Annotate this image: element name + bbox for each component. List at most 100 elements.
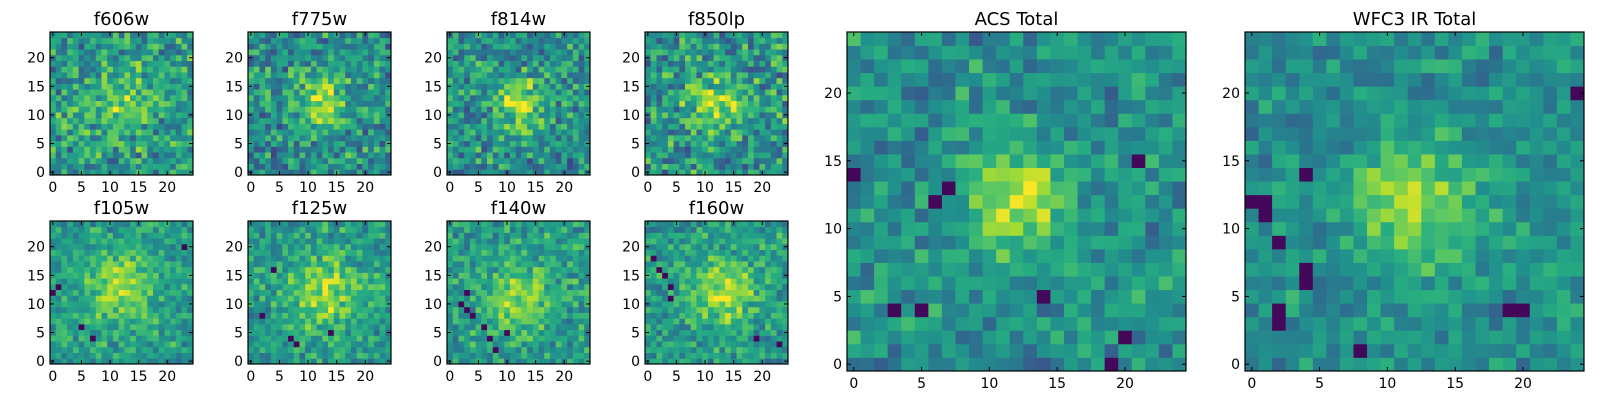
heatmap-cell [339, 49, 346, 56]
heatmap-cell [130, 249, 137, 256]
heatmap-cell [572, 157, 579, 164]
heatmap-cell [385, 221, 392, 228]
heatmap-cell [765, 49, 772, 56]
heatmap-cell [147, 266, 154, 273]
heatmap-cell [362, 312, 369, 319]
heatmap-cell [175, 249, 182, 256]
heatmap-cell [742, 289, 749, 296]
heatmap-cell [549, 157, 557, 164]
heatmap-cell [373, 306, 380, 313]
heatmap-cell [333, 77, 340, 84]
heatmap-cell [362, 112, 369, 119]
heatmap-cell [112, 43, 120, 50]
heatmap-cell [305, 232, 312, 239]
heatmap-cell [578, 306, 585, 313]
heatmap-cell [567, 283, 574, 291]
heatmap-cell [61, 295, 68, 302]
heatmap-cell [130, 163, 137, 170]
heatmap-cell [288, 255, 295, 262]
heatmap-cell [747, 289, 755, 296]
heatmap-cell [84, 169, 91, 176]
heatmap-cell [719, 283, 726, 291]
heatmap-cell [578, 37, 585, 44]
heatmap-cell [328, 238, 335, 245]
heatmap-cell [725, 169, 732, 176]
heatmap-cell [84, 60, 91, 67]
heatmap-cell [181, 226, 188, 233]
heatmap-cell [555, 83, 562, 90]
heatmap-cell [299, 272, 306, 279]
heatmap-cell [487, 129, 494, 136]
heatmap-cell [469, 112, 476, 119]
heatmap-cell [368, 238, 375, 245]
heatmap-cell [492, 266, 499, 273]
heatmap-cell [662, 49, 669, 56]
heatmap-cell [288, 243, 295, 250]
heatmap-cell [464, 77, 471, 84]
heatmap-cell [158, 129, 165, 136]
heatmap-cell [736, 346, 743, 353]
heatmap-cell [504, 66, 511, 73]
heatmap-cell [685, 37, 692, 44]
heatmap-cell [782, 152, 789, 159]
heatmap-cell [270, 358, 277, 365]
heatmap-cell [130, 106, 137, 113]
heatmap-cell [345, 346, 352, 353]
heatmap-cell [95, 312, 102, 319]
heatmap-cell [72, 49, 79, 56]
heatmap-cell [747, 152, 755, 159]
heatmap-cell [50, 232, 57, 239]
heatmap-cell [561, 106, 568, 113]
heatmap-cell [673, 312, 680, 319]
heatmap-cell [50, 72, 57, 79]
heatmap-cell [776, 32, 783, 39]
heatmap-cell [385, 32, 392, 39]
heatmap-cell [458, 335, 465, 342]
heatmap-cell [475, 163, 482, 170]
heatmap-cell [362, 140, 369, 147]
heatmap-cell [124, 283, 131, 291]
heatmap-cell [702, 335, 709, 342]
heatmap-cell [487, 106, 494, 113]
heatmap-cell [95, 358, 102, 365]
heatmap-cell [253, 43, 260, 50]
heatmap-cell [572, 272, 579, 279]
heatmap-cell [538, 54, 545, 61]
heatmap-cell [736, 306, 743, 313]
heatmap-cell [310, 163, 318, 170]
heatmap-cell [322, 77, 329, 84]
heatmap-cell [690, 140, 697, 147]
heatmap-cell [333, 295, 340, 302]
heatmap-cell [549, 54, 557, 61]
heatmap-cell [492, 295, 499, 302]
heatmap-cell [276, 278, 283, 285]
heatmap-cell [175, 289, 182, 296]
heatmap-cell [481, 89, 488, 96]
heatmap-cell [170, 43, 177, 50]
heatmap-cell [492, 152, 499, 159]
heatmap-cell [527, 346, 534, 353]
heatmap-cell [253, 278, 260, 285]
heatmap-cell [55, 66, 62, 73]
heatmap-cell [253, 49, 260, 56]
heatmap-cell [561, 346, 568, 353]
heatmap-cell [707, 346, 715, 353]
heatmap-cell [685, 157, 692, 164]
heatmap-cell [696, 329, 703, 336]
heatmap-cell [350, 312, 358, 319]
heatmap-cell [747, 94, 755, 102]
heatmap-cell [259, 243, 266, 250]
heatmap-cell [385, 261, 392, 268]
heatmap-cell [164, 232, 171, 239]
heatmap-cell [650, 341, 657, 348]
heatmap-cell [130, 49, 137, 56]
heatmap-cell [124, 89, 131, 96]
heatmap-cell [90, 112, 97, 119]
heatmap-cell [730, 37, 737, 44]
heatmap-cell [650, 49, 657, 56]
heatmap-cell [316, 318, 323, 325]
heatmap-cell [101, 163, 108, 170]
heatmap-cell [736, 134, 743, 142]
heatmap-cell [135, 283, 142, 291]
heatmap-cell [339, 146, 346, 153]
